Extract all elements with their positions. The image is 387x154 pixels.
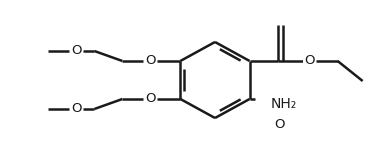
Text: O: O [145, 93, 156, 105]
Text: NH₂: NH₂ [271, 97, 297, 111]
Text: O: O [305, 55, 315, 67]
Text: O: O [145, 55, 156, 67]
Text: O: O [71, 103, 82, 116]
Text: O: O [274, 118, 285, 132]
Text: O: O [71, 45, 82, 57]
